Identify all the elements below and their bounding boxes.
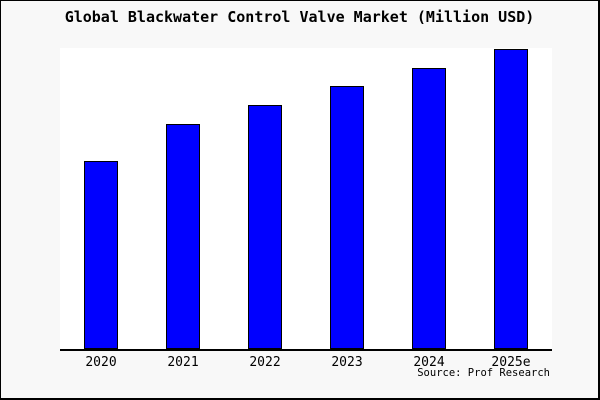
x-tick-label-2024: 2024 <box>413 355 445 370</box>
chart-title: Global Blackwater Control Valve Market (… <box>64 8 535 26</box>
bar-2021 <box>166 124 200 349</box>
bar-2022 <box>248 105 282 349</box>
bar-2023 <box>330 86 364 349</box>
bar-2025e <box>494 49 528 349</box>
bar-2020 <box>84 161 118 349</box>
x-tick-label-2022: 2022 <box>249 355 281 370</box>
x-tick-label-2025e: 2025e <box>491 355 531 370</box>
x-tick-label-2021: 2021 <box>167 355 199 370</box>
bar-2024 <box>412 68 446 349</box>
x-axis-labels: 2020 2021 2022 2023 2024 2025e <box>60 355 552 371</box>
x-tick-label-2020: 2020 <box>85 355 117 370</box>
x-tick-label-2023: 2023 <box>331 355 363 370</box>
source-credit: Source: Prof Research <box>417 367 550 379</box>
plot-area <box>60 48 552 351</box>
